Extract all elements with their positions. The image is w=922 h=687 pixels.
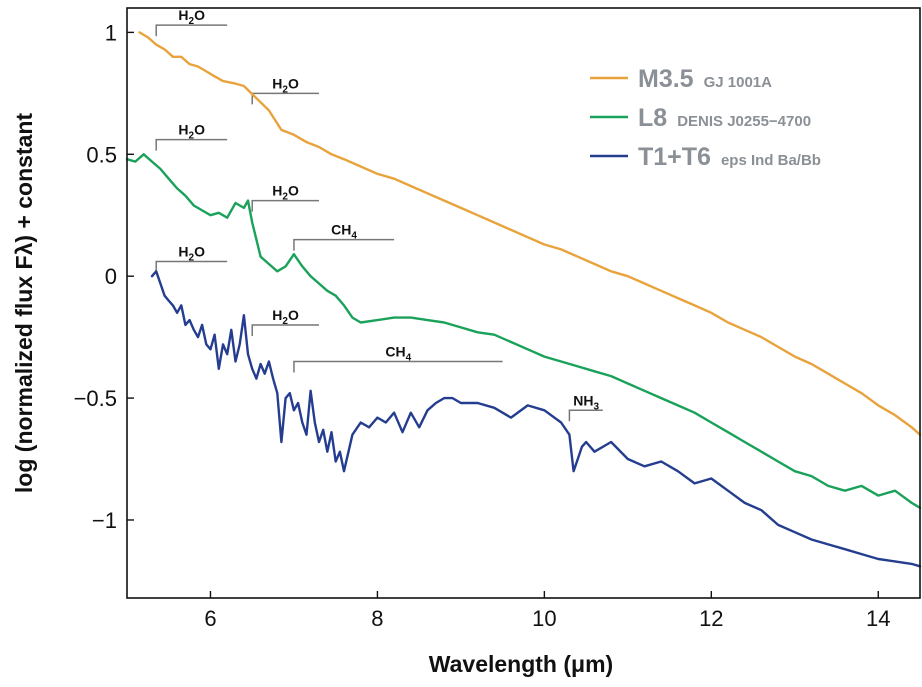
absorption-band-layer: H2O H2O H2O H2O CH4 H2O H2O CH4 NH3	[155, 7, 603, 422]
band-bracket	[251, 199, 319, 212]
band-bracket	[293, 238, 395, 251]
band-bracket	[155, 138, 228, 151]
x-tick-label: 12	[699, 606, 723, 631]
band-label-ch4: CH4	[385, 344, 411, 364]
x-tick-label: 8	[371, 606, 383, 631]
band-bracket	[251, 324, 319, 336]
x-tick-label: 10	[532, 606, 556, 631]
series-line-m3-5	[138, 31, 922, 436]
band-bracket	[155, 24, 228, 37]
band-label-h2o: H2O	[178, 7, 205, 27]
x-tick-label: 14	[866, 606, 890, 631]
y-tick-label: 0.5	[86, 142, 117, 167]
x-axis-title: Wavelength (μm)	[429, 651, 613, 677]
band-label-h2o: H2O	[178, 122, 205, 142]
band-label-nh3: NH3	[573, 392, 599, 412]
y-axis-title: log (normalized flux Fλ) + constant	[11, 113, 37, 494]
y-tick-label: −0.5	[74, 386, 117, 411]
legend-entry-m3-5: M3.5 GJ 1001A	[638, 65, 772, 93]
band-bracket	[568, 409, 603, 422]
band-label-h2o: H2O	[272, 183, 299, 203]
x-tick-label: 6	[204, 606, 216, 631]
band-bracket	[155, 260, 228, 273]
tick-layer: 6 8 10 12 14 1 0.5 0 −0.5 −1	[74, 20, 891, 631]
legend-entry-l8: L8 DENIS J0255−4700	[638, 104, 811, 132]
band-label-ch4: CH4	[331, 222, 357, 242]
plot-frame	[126, 7, 921, 599]
y-tick-label: 1	[105, 20, 117, 45]
series-line-t1-t6	[150, 270, 922, 568]
legend: M3.5 GJ 1001A L8 DENIS J0255−4700 T1+T6 eps I…	[590, 65, 821, 171]
band-label-h2o: H2O	[272, 307, 299, 327]
y-tick-label: −1	[92, 508, 117, 533]
band-label-h2o: H2O	[178, 244, 205, 264]
band-label-h2o: H2O	[272, 75, 299, 95]
y-tick-label: 0	[105, 264, 117, 289]
series-line-l8	[125, 153, 922, 509]
band-bracket	[293, 360, 503, 373]
series-layer	[125, 31, 922, 568]
legend-entry-t1-t6: T1+T6 eps Ind Ba/Bb	[638, 143, 821, 171]
